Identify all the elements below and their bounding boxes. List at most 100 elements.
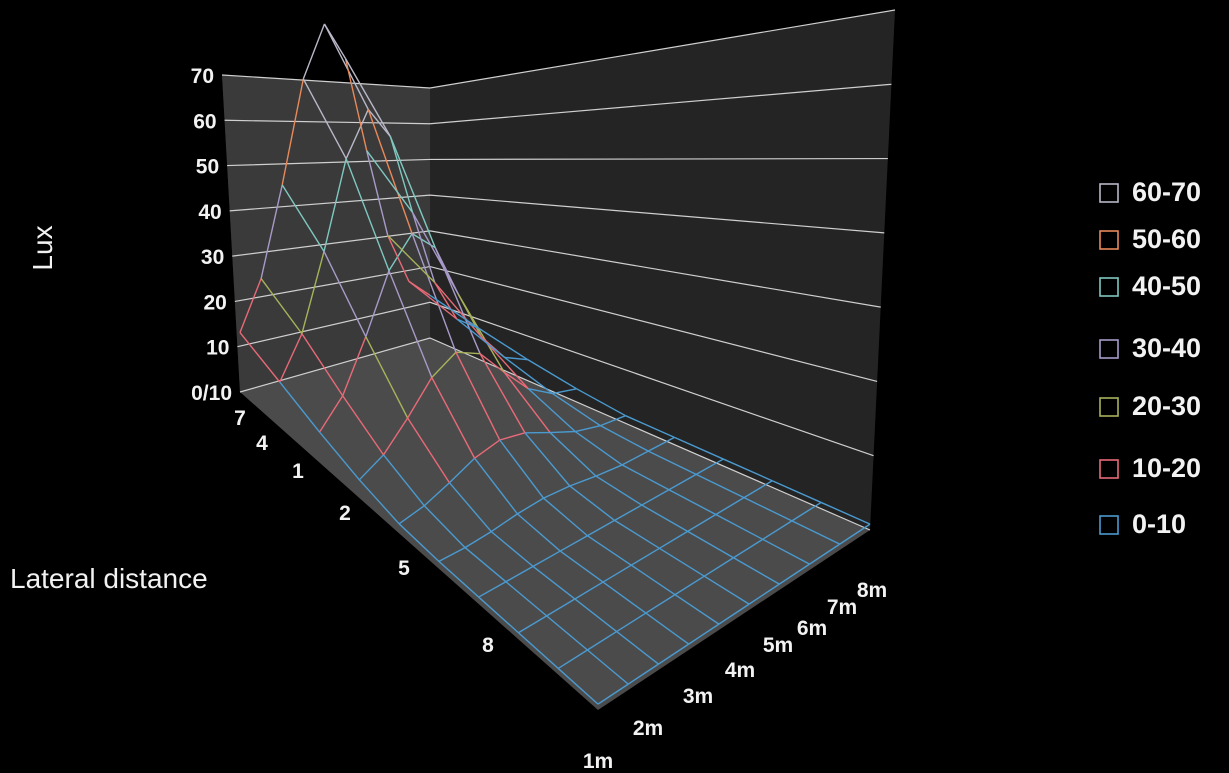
mesh-segment xyxy=(455,351,481,355)
mesh-segment xyxy=(569,485,616,521)
mesh-segment xyxy=(557,667,599,705)
mesh-segment xyxy=(411,233,457,353)
mesh-segment xyxy=(365,150,389,236)
mesh-segment xyxy=(674,575,705,596)
mesh-segment xyxy=(281,78,305,186)
mesh-segment xyxy=(587,630,618,651)
mesh-segment xyxy=(279,333,303,383)
mesh-segment xyxy=(302,23,326,80)
mesh-segment xyxy=(455,351,501,441)
mesh-segment xyxy=(499,439,545,499)
mesh-segment xyxy=(587,519,615,537)
mesh-segment xyxy=(382,417,409,456)
mesh-segment xyxy=(839,523,871,545)
mesh-segment xyxy=(464,531,492,549)
mesh-segment xyxy=(715,497,745,516)
mesh-segment xyxy=(382,454,425,507)
mesh-segment xyxy=(457,293,505,373)
mesh-segment xyxy=(528,388,553,395)
legend: 60-70 50-60 40-50 30-40 20-30 10-20 0-10 xyxy=(1099,177,1201,539)
mesh-segment xyxy=(499,432,526,441)
mesh-segment xyxy=(504,356,528,361)
mesh-segment xyxy=(438,560,480,598)
z-gridline xyxy=(237,301,874,457)
mesh-segment xyxy=(703,575,750,605)
mesh-segment xyxy=(302,78,347,160)
mesh-segment xyxy=(281,184,325,252)
mesh-segment xyxy=(543,497,588,537)
distance-tick-label: 4m xyxy=(725,659,755,682)
mesh-segment xyxy=(279,381,321,433)
mesh-segment xyxy=(367,109,391,137)
mesh-segment xyxy=(733,557,780,585)
legend-swatch xyxy=(1099,339,1119,359)
mesh-segment xyxy=(260,278,303,335)
mesh-segment xyxy=(367,109,413,234)
mesh-segment xyxy=(260,184,283,279)
distance-tick-label: 7m xyxy=(827,596,857,619)
mesh-segment xyxy=(597,683,629,705)
mesh-segment xyxy=(387,235,436,283)
mesh-segment xyxy=(323,251,367,337)
mesh-segment xyxy=(505,565,534,583)
mesh-segment xyxy=(448,457,476,484)
mesh-segment xyxy=(586,649,629,685)
mesh-segment xyxy=(318,395,344,433)
mesh-segment xyxy=(505,581,548,617)
mesh-segment xyxy=(504,356,553,395)
mesh-segment xyxy=(659,530,688,549)
lateral-axis-title: Lateral distance xyxy=(10,563,208,594)
lateral-tick-label: 7 xyxy=(234,407,246,430)
mesh-segment xyxy=(366,150,414,213)
mesh-segment xyxy=(778,563,810,585)
legend-label: 30-40 xyxy=(1132,333,1201,363)
mesh-segment xyxy=(387,235,410,282)
legend-swatch xyxy=(1099,183,1119,203)
mesh-segment xyxy=(621,464,670,491)
mesh-segment xyxy=(614,519,660,549)
mesh-segment xyxy=(301,333,344,397)
mesh-segment xyxy=(456,318,480,330)
distance-tick-label: 1m xyxy=(583,750,613,773)
mesh-segment xyxy=(474,439,501,459)
mesh-segment xyxy=(559,535,588,552)
mesh-segment xyxy=(423,505,466,549)
mesh-segment xyxy=(543,485,571,499)
legend-label: 20-30 xyxy=(1132,391,1201,421)
mesh-segment xyxy=(600,425,649,452)
mesh-segment xyxy=(524,432,571,487)
mesh-segment xyxy=(431,351,457,378)
z-gridline xyxy=(232,230,881,308)
mesh-segment xyxy=(587,535,632,566)
mesh-segment xyxy=(688,623,720,645)
distance-tick-label: 8m xyxy=(857,579,887,602)
mesh-segment xyxy=(301,251,325,334)
lateral-axis-ticks: 74 1 2 5 8 xyxy=(234,407,494,657)
mesh-segment xyxy=(733,538,764,559)
mesh-segment xyxy=(474,457,518,515)
z-gridline xyxy=(221,9,896,89)
mesh-segment xyxy=(762,538,810,565)
z-axis-ticks: 0/10 10 20 30 40 50 60 70 xyxy=(191,65,232,405)
mesh-segment xyxy=(791,520,841,545)
mesh-segment xyxy=(627,663,659,685)
z-tick-label: 0/10 xyxy=(191,382,232,405)
mesh-segment xyxy=(478,596,519,634)
mesh-segment xyxy=(559,550,604,583)
mesh-segment xyxy=(342,336,367,396)
mesh-segment xyxy=(658,643,690,665)
mesh-segment xyxy=(342,395,385,456)
mesh-segment xyxy=(614,504,643,521)
mesh-segment xyxy=(344,58,368,151)
legend-swatch xyxy=(1099,515,1119,535)
mesh-segment xyxy=(557,649,588,670)
mesh-segment xyxy=(550,430,576,434)
mesh-segment xyxy=(616,630,659,665)
z-tick-label: 20 xyxy=(203,291,226,314)
mesh-segment xyxy=(743,480,773,499)
z-tick-label: 10 xyxy=(206,337,229,360)
mesh-segment xyxy=(621,450,649,466)
mesh-segment xyxy=(687,530,734,559)
mesh-segment xyxy=(456,318,506,358)
